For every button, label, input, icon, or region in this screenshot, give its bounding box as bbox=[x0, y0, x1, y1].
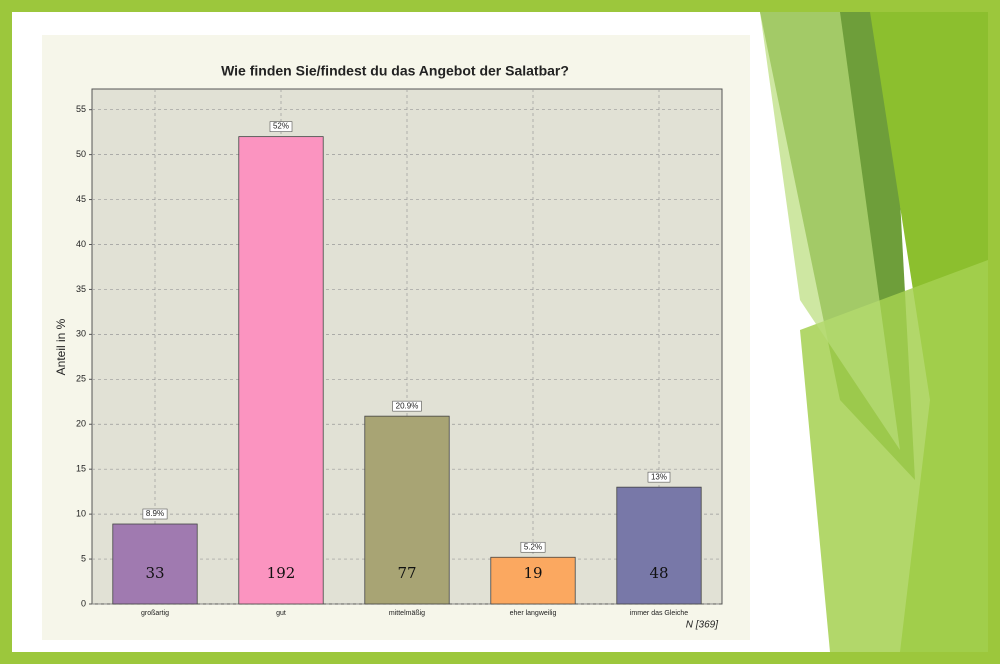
count-label: 192 bbox=[267, 564, 296, 582]
y-tick-label: 40 bbox=[76, 239, 86, 249]
decor-triangle bbox=[760, 12, 900, 450]
count-label: 77 bbox=[397, 564, 416, 582]
footnote: N [369] bbox=[686, 620, 718, 631]
x-tick-label: immer das Gleiche bbox=[630, 610, 688, 617]
y-tick-label: 15 bbox=[76, 464, 86, 474]
chart-title: Wie finden Sie/findest du das Angebot de… bbox=[221, 63, 569, 79]
value-label-box bbox=[392, 400, 422, 412]
y-tick-label: 25 bbox=[76, 374, 86, 384]
y-tick-label: 45 bbox=[76, 194, 86, 204]
value-label-box bbox=[647, 471, 671, 483]
x-tick-label: großartig bbox=[141, 610, 169, 617]
y-tick-label: 10 bbox=[76, 508, 86, 518]
bar bbox=[364, 415, 450, 605]
bar bbox=[112, 523, 198, 605]
value-label: 52% bbox=[273, 122, 289, 131]
x-tick-label: mittelmäßig bbox=[389, 610, 425, 617]
count-label: 19 bbox=[523, 564, 542, 582]
value-label: 5.2% bbox=[524, 542, 542, 551]
bar bbox=[238, 136, 324, 605]
y-tick-label: 0 bbox=[81, 598, 86, 608]
y-tick-label: 30 bbox=[76, 329, 86, 339]
count-label: 33 bbox=[145, 564, 164, 582]
value-label-box bbox=[142, 508, 168, 520]
bar bbox=[616, 486, 702, 605]
y-tick-label: 35 bbox=[76, 284, 86, 294]
y-tick-label: 20 bbox=[76, 419, 86, 429]
x-tick-label: gut bbox=[276, 610, 286, 617]
decor-edge bbox=[0, 380, 12, 652]
y-axis-label: Anteil in % bbox=[54, 318, 68, 375]
x-tick-label: eher langweilig bbox=[510, 610, 557, 617]
y-tick-label: 5 bbox=[81, 553, 86, 563]
value-label: 13% bbox=[651, 472, 667, 481]
bar bbox=[490, 556, 576, 605]
count-label: 48 bbox=[649, 564, 668, 582]
y-tick-label: 55 bbox=[76, 104, 86, 114]
value-label-box bbox=[269, 121, 293, 132]
value-label: 8.9% bbox=[146, 509, 164, 518]
y-tick-label: 50 bbox=[76, 149, 86, 159]
value-label: 20.9% bbox=[396, 401, 419, 410]
value-label-box bbox=[520, 541, 546, 553]
